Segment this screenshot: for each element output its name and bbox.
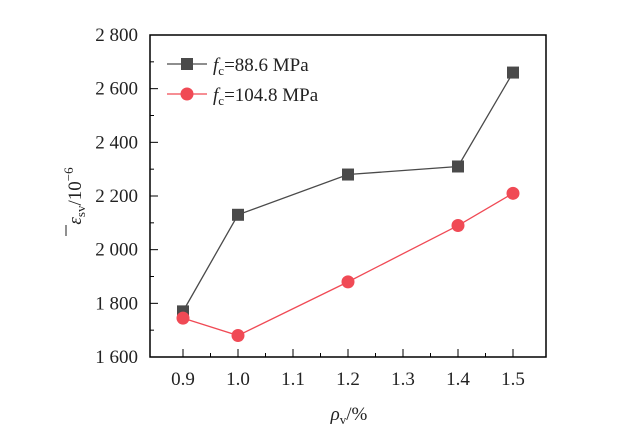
y-tick-label: 1 600 [95,347,138,368]
axes: 0.9 1.0 1.1 1.2 1.3 1.4 1.5 1 600 1 800 2 000 2 20… [95,25,547,390]
x-axis-label: ρv/% [330,404,368,427]
data-point-circle [451,219,465,233]
data-point-circle [231,329,245,343]
legend-item: fc=88.6 MPa [167,55,309,78]
y-tick-label: 2 200 [95,186,138,207]
y-tick-label: 2 400 [95,132,138,153]
y-tick-label: 2 000 [95,240,138,261]
plot-frame [149,34,547,358]
data-point-circle [506,186,520,200]
data-point-square [507,66,519,79]
x-tick-label: 1.3 [391,369,415,390]
series-layer [176,66,520,343]
x-tick-label: 0.9 [171,369,195,390]
legend-marker-circle [180,87,194,101]
x-tick-label: 1.4 [446,369,470,390]
data-point-square [342,168,354,181]
y-tick-label: 2 800 [95,25,138,46]
data-point-circle [341,275,355,289]
y-tick-label: 1 800 [95,293,138,314]
x-tick-label: 1.1 [281,369,305,390]
legend-label: fc=88.6 MPa [213,55,309,78]
legend: fc=88.6 MPa fc=104.8 MPa [167,55,319,108]
legend-label: fc=104.8 MPa [213,85,319,108]
y-axis-label: εsv/10−6 [61,167,88,225]
series-1 [177,66,519,318]
legend-item: fc=104.8 MPa [167,85,319,108]
x-tick-label: 1.2 [336,369,360,390]
data-point-circle [176,311,190,325]
x-tick-label: 1.0 [226,369,250,390]
series-2 [176,186,520,343]
data-point-square [232,208,244,221]
y-tick-label: 2 600 [95,79,138,100]
data-point-square [452,160,464,173]
legend-marker-square [181,58,193,70]
x-tick-label: 1.5 [501,369,525,390]
